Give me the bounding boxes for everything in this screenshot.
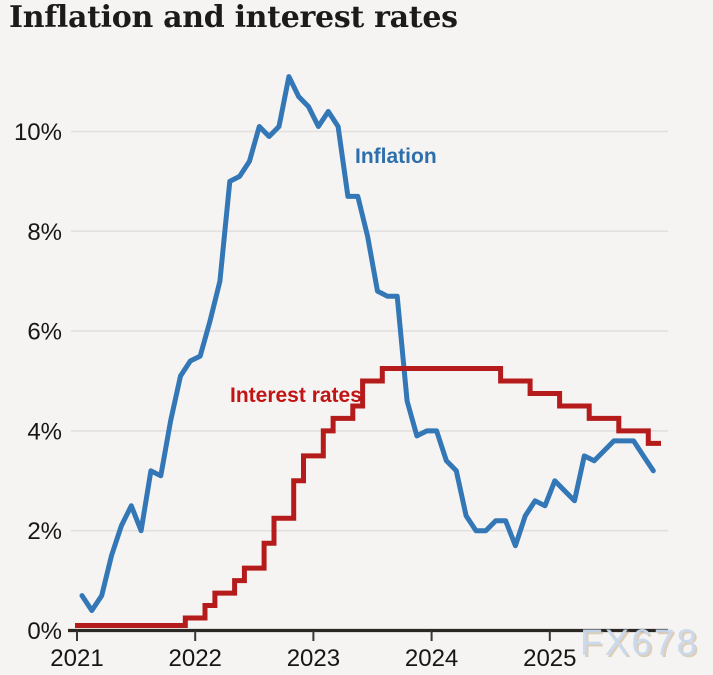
- y-axis-label: 6%: [27, 319, 62, 346]
- inflation-label: Inflation: [355, 145, 437, 168]
- x-axis: 2021 2022 2023 2024 2025: [50, 628, 668, 672]
- inflation-line: [79, 74, 656, 613]
- x-axis-label: 2024: [405, 645, 458, 672]
- x-axis-label: 2023: [287, 645, 340, 672]
- series-labels: Inflation Interest rates: [230, 145, 437, 407]
- x-axis-label: 2022: [169, 645, 222, 672]
- y-axis-label: 8%: [27, 219, 62, 246]
- y-axis-label: 4%: [27, 418, 62, 445]
- inflation-line-group: [79, 74, 656, 613]
- x-axis-label: 2021: [50, 645, 103, 672]
- y-axis-label: 2%: [27, 518, 62, 545]
- watermark-shadow: FX678: [582, 624, 701, 665]
- interest-rates-label: Interest rates: [230, 384, 362, 407]
- interest-rates-line: [75, 366, 661, 628]
- chart-title: Inflation and interest rates: [9, 0, 458, 35]
- y-axis-labels: 0% 2% 4% 6% 8% 10%: [14, 119, 62, 645]
- interest-rates-line-group: [75, 366, 661, 628]
- y-axis-label: 10%: [14, 119, 62, 146]
- watermark-text: FX678: [580, 622, 699, 663]
- y-axis-label: 0%: [27, 618, 62, 645]
- x-axis-label: 2025: [523, 645, 576, 672]
